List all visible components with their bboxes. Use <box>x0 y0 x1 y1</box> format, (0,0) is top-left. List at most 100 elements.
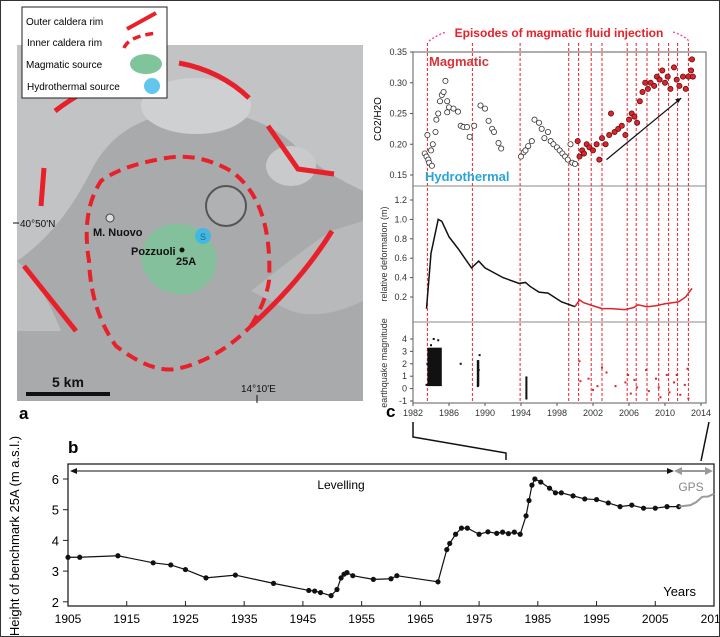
y-tick-label: 0.35 <box>389 47 407 57</box>
gas-ratio-point <box>538 125 545 132</box>
gps-label: GPS <box>678 480 703 494</box>
gas-ratio-point <box>689 56 696 63</box>
height-point <box>476 531 482 537</box>
gas-ratio-point <box>631 113 638 120</box>
gas-ratio-point <box>518 153 525 160</box>
gas-ratio-point <box>444 109 451 116</box>
earthquake-point <box>425 383 428 386</box>
gas-ratio-point <box>590 147 597 154</box>
gas-ratio-point <box>522 147 529 154</box>
gas-ratio-point <box>581 150 588 157</box>
earthquake-point <box>683 383 686 386</box>
trend-arrowhead <box>675 98 682 104</box>
earthquake-point <box>679 393 682 396</box>
map-legend: Outer caldera rim Inner caldera rim Magm… <box>21 6 168 99</box>
height-point <box>232 572 238 578</box>
gas-ratio-point <box>596 156 603 163</box>
place-pozzuoli: Pozzuoli <box>131 246 176 258</box>
outer-rim-segment <box>38 167 47 207</box>
height-point <box>370 576 376 582</box>
height-point <box>115 553 121 559</box>
x-tick-label: 1986 <box>439 408 459 418</box>
gas-ratio-point <box>593 141 600 148</box>
x-tick-label: 1975 <box>466 612 493 626</box>
gas-ratio-point <box>444 98 451 105</box>
map-land-north <box>17 45 363 261</box>
earthquake-point <box>647 390 650 393</box>
map-land-west <box>17 261 61 331</box>
gas-ratio-point <box>599 135 606 142</box>
height-point <box>65 554 71 560</box>
deformation-axis-label: relative deformation (m) <box>379 206 389 301</box>
hydrothermal-label: Hydrothermal <box>425 169 510 184</box>
hydrothermal-marker-label: S <box>200 232 206 242</box>
earthquake-swarm-1994 <box>525 377 528 399</box>
x-tick-label: 1994 <box>511 408 531 418</box>
height-point <box>593 496 600 503</box>
gas-ratio-point <box>427 147 434 154</box>
earthquake-point <box>645 369 648 371</box>
earthquake-point <box>655 377 657 380</box>
earthquake-swarm-1983-1985 <box>427 347 442 387</box>
height-point <box>350 573 356 579</box>
earthquake-point <box>657 386 660 389</box>
y-tick-label: -1 <box>399 396 407 406</box>
height-point <box>617 504 623 510</box>
gas-ratio-point <box>626 116 633 123</box>
gas-ratio-point <box>433 116 440 123</box>
height-point <box>203 575 209 581</box>
gas-ratio-point <box>463 124 470 131</box>
y-tick-label: 0.30 <box>389 78 407 88</box>
earthquake-point <box>636 386 639 389</box>
gas-ratio-point <box>564 156 571 163</box>
y-tick-label: 0.8 <box>394 234 407 244</box>
panel-b: b Height of benchmark 25A (m a.s.l.) Yea… <box>7 436 720 636</box>
gas-ratio-point <box>466 133 473 140</box>
gas-ratio-point <box>574 138 581 145</box>
gas-ratio-point <box>545 128 552 135</box>
outer-rim-segment <box>178 60 251 100</box>
earthquake-point <box>633 378 636 381</box>
gas-ratio-point <box>667 85 674 92</box>
y-tick-label: 3 <box>402 346 407 356</box>
trend-arrow <box>606 97 682 161</box>
deformation-line <box>425 218 576 309</box>
legend-inner-rim-symbol <box>122 31 158 49</box>
earthquake-point <box>665 373 668 376</box>
y-tick-label: 0.25 <box>389 109 407 119</box>
height-point <box>499 529 506 535</box>
gas-ratio-point <box>428 162 435 169</box>
gas-ratio-point <box>688 67 695 74</box>
x-tick-label: 2015 <box>701 612 720 626</box>
panel-a-label: a <box>19 404 29 423</box>
y-tick-label: 1 <box>402 371 407 381</box>
height-point <box>312 588 318 594</box>
gas-ratio-point <box>495 140 502 147</box>
y-tick-label: 0.2 <box>394 292 407 302</box>
y-tick-label: 0.6 <box>394 253 407 263</box>
gas-ratio-point <box>429 141 436 148</box>
gas-ratio-point <box>525 143 532 150</box>
y-tick-label: 0.20 <box>389 139 407 149</box>
earthquake-point <box>686 367 689 370</box>
height-point <box>640 505 647 511</box>
y-tick-label: 4 <box>402 334 407 344</box>
panel-b-x-axis-label: Years <box>663 584 696 599</box>
gas-ratio-point <box>440 88 447 95</box>
height-point <box>453 531 459 537</box>
zoom-connector-right <box>700 421 710 462</box>
height-point <box>582 496 588 502</box>
x-tick-label: 2014 <box>691 408 711 418</box>
height-point <box>605 500 611 506</box>
height-point <box>150 560 156 566</box>
gas-ratio-point <box>664 73 671 80</box>
earthquake-point <box>624 381 627 384</box>
y-tick-label: 6 <box>52 472 59 487</box>
x-tick-label: 1945 <box>290 612 317 626</box>
height-point <box>532 476 538 482</box>
height-point <box>629 502 635 508</box>
earthquake-point <box>629 392 632 395</box>
height-point <box>270 580 277 586</box>
panel-c-frame <box>412 51 707 404</box>
